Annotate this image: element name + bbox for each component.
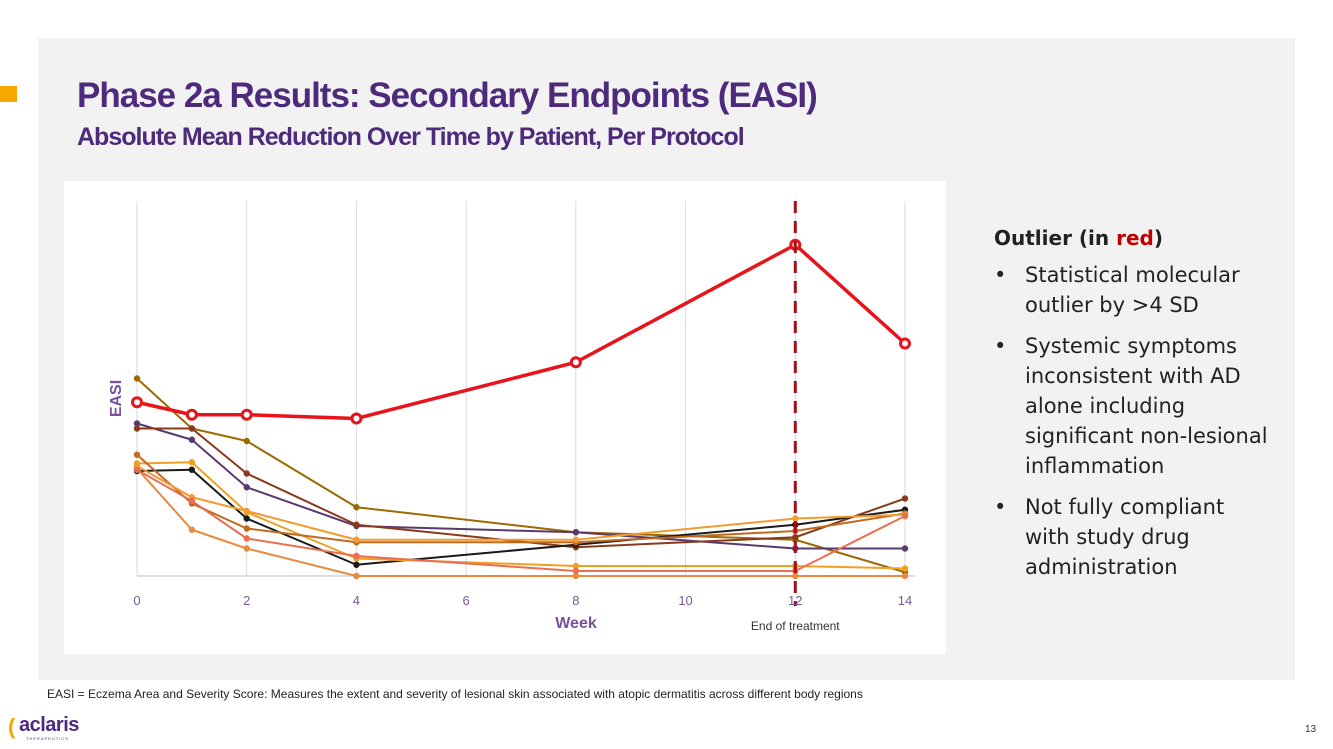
data-point-patient-e bbox=[572, 562, 580, 570]
data-point-patient-i bbox=[188, 497, 196, 505]
data-point-patient-b bbox=[133, 420, 141, 427]
x-tick-label: 12 bbox=[788, 593, 802, 608]
data-point-patient-d bbox=[188, 466, 196, 473]
outlier-notes: Outlier (in red) Statistical molecular o… bbox=[994, 226, 1274, 593]
x-tick-label: 6 bbox=[463, 593, 470, 608]
x-tick-label: 2 bbox=[243, 593, 250, 608]
data-point-patient-g bbox=[188, 526, 196, 533]
data-point-patient-h bbox=[353, 536, 360, 543]
chart-labels: 0 2 4 6 8 10 12 14 Week EASI End of treatment bbox=[108, 380, 912, 633]
x-axis-title: Week bbox=[555, 615, 597, 632]
outlier-heading: Outlier (in red) bbox=[994, 226, 1274, 250]
logo-text: aclaris bbox=[19, 714, 79, 736]
data-point-patient-c bbox=[133, 425, 141, 432]
data-point-patient-i bbox=[901, 512, 909, 520]
outlier-heading-suffix: ) bbox=[1153, 226, 1163, 250]
data-point-outlier bbox=[185, 408, 198, 421]
slide-title: Phase 2a Results: Secondary Endpoints (E… bbox=[77, 76, 818, 115]
data-point-patient-h bbox=[792, 515, 799, 522]
data-point-outlier bbox=[569, 356, 582, 369]
data-point-patient-a bbox=[243, 437, 250, 445]
data-point-patient-h bbox=[572, 536, 580, 543]
data-point-outlier bbox=[240, 408, 253, 421]
data-point-patient-f bbox=[133, 451, 141, 458]
data-point-patient-c bbox=[901, 495, 909, 502]
x-tick-label: 4 bbox=[353, 593, 360, 608]
chart-container: 0 2 4 6 8 10 12 14 Week EASI End of treatment bbox=[64, 181, 946, 654]
data-point-patient-g bbox=[243, 545, 250, 552]
data-point-patient-b bbox=[901, 545, 909, 552]
data-point-patient-c bbox=[243, 470, 250, 477]
series-line-patient-e bbox=[136, 461, 906, 570]
end-of-treatment-label: End of treatment bbox=[751, 619, 840, 633]
aclaris-logo: ( aclaris THERAPEUTICS bbox=[8, 712, 88, 742]
outlier-bullet-list: Statistical molecular outlier by >4 SD S… bbox=[994, 260, 1274, 582]
x-tick-label: 8 bbox=[572, 593, 579, 608]
slide-subtitle: Absolute Mean Reduction Over Time by Pat… bbox=[77, 123, 745, 151]
series-line-outlier bbox=[136, 243, 907, 421]
data-point-patient-e bbox=[901, 565, 909, 572]
data-point-patient-i bbox=[572, 567, 580, 575]
data-point-patient-c bbox=[188, 425, 196, 432]
data-point-patient-c bbox=[353, 521, 360, 528]
accent-square bbox=[0, 86, 17, 102]
data-point-patient-f bbox=[243, 525, 250, 532]
easi-line-chart: 0 2 4 6 8 10 12 14 Week EASI End of treatment bbox=[108, 201, 915, 633]
data-point-patient-d bbox=[243, 515, 250, 522]
data-point-patient-c bbox=[792, 534, 799, 541]
data-point-patient-i bbox=[353, 552, 360, 560]
data-point-patient-a bbox=[353, 504, 360, 511]
data-point-patient-g bbox=[572, 572, 580, 580]
data-point-patient-b bbox=[188, 436, 196, 443]
chart-series bbox=[131, 238, 911, 580]
outlier-bullet: Statistical molecular outlier by >4 SD bbox=[994, 260, 1274, 320]
x-tick-label: 10 bbox=[678, 593, 692, 608]
series-line-patient-g bbox=[136, 467, 905, 577]
data-point-patient-h bbox=[243, 507, 250, 515]
outlier-bullet: Not fully compliant with study drug admi… bbox=[994, 492, 1274, 582]
outlier-heading-red: red bbox=[1116, 226, 1154, 250]
x-tick-label: 0 bbox=[133, 593, 140, 608]
data-point-patient-i bbox=[243, 535, 250, 542]
chart-grid bbox=[136, 201, 906, 576]
data-point-patient-g bbox=[901, 572, 909, 580]
logo-arc-icon: ( bbox=[8, 714, 16, 739]
data-point-patient-b bbox=[572, 529, 580, 536]
logo-subtext: THERAPEUTICS bbox=[26, 736, 69, 741]
outlier-heading-prefix: Outlier (in bbox=[994, 226, 1117, 250]
data-point-outlier bbox=[350, 412, 363, 425]
page-number: 13 bbox=[1305, 724, 1317, 735]
series-line-patient-f bbox=[136, 454, 906, 544]
data-point-patient-b bbox=[243, 484, 250, 491]
data-point-patient-e bbox=[188, 459, 196, 466]
data-point-patient-a bbox=[133, 375, 141, 382]
data-point-outlier bbox=[899, 337, 911, 350]
data-point-patient-g bbox=[353, 572, 360, 580]
data-point-patient-d bbox=[353, 561, 360, 568]
y-axis-title: EASI bbox=[108, 380, 125, 417]
footnote: EASI = Eczema Area and Severity Score: M… bbox=[47, 687, 863, 701]
outlier-bullet: Systemic symptoms inconsistent with AD a… bbox=[994, 331, 1274, 481]
data-point-patient-g bbox=[792, 572, 799, 580]
x-tick-label: 14 bbox=[898, 593, 912, 608]
data-point-patient-i bbox=[133, 466, 141, 473]
data-point-outlier bbox=[131, 396, 143, 409]
